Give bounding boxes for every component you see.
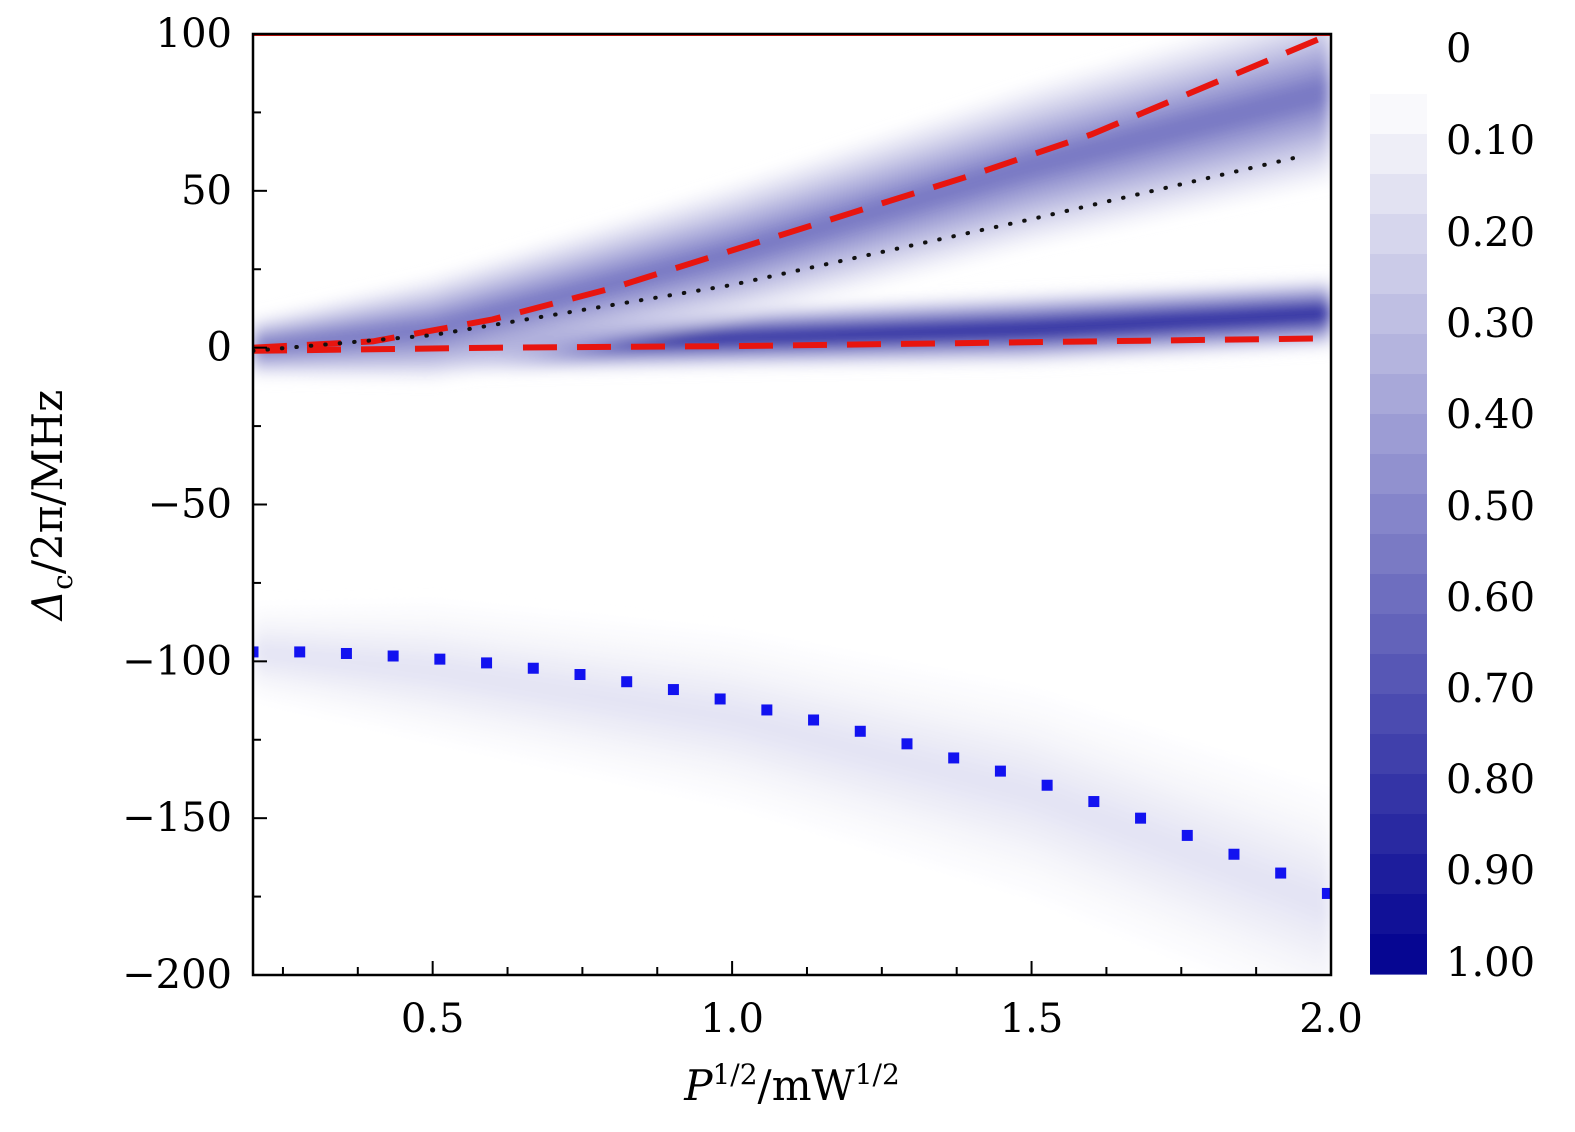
- colorbar-step: [1370, 694, 1427, 735]
- data-point: [1181, 829, 1193, 841]
- x-axis: 0.5 1.0 1.5 2.0: [281, 961, 1363, 1042]
- series-black-dotted-3: [253, 154, 1304, 353]
- heatmap: [253, 34, 1331, 975]
- colorbar-label: 0.80: [1446, 757, 1535, 803]
- colorbar-label: 0.60: [1446, 575, 1535, 621]
- colorbar: 0 0.10 0.20 0.30 0.40 0.50 0.60 0.70 0.80 0.90 1.0…: [1370, 26, 1535, 986]
- heatmap-cell: [253, 629, 1331, 963]
- data-point: [621, 676, 633, 688]
- colorbar-step: [1370, 494, 1427, 535]
- heatmap-band-upper-branch: [253, 34, 1331, 380]
- colorbar-label: 0.70: [1446, 666, 1535, 712]
- colorbar-step: [1370, 934, 1427, 975]
- colorbar-label: 0.50: [1446, 484, 1535, 530]
- colorbar-step: [1370, 134, 1427, 175]
- colorbar-step: [1370, 414, 1427, 455]
- y-tick-label: −150: [122, 795, 232, 841]
- data-point: [340, 647, 352, 659]
- colorbar-label: 0.20: [1446, 210, 1535, 256]
- series-red-dashed-1: [253, 34, 1331, 351]
- data-point: [854, 725, 866, 737]
- colorbar-label: 0.30: [1446, 301, 1535, 347]
- series-layer: [253, 34, 1331, 899]
- colorbar-step: [1370, 254, 1427, 295]
- data-point: [294, 646, 306, 658]
- data-point: [1321, 887, 1331, 899]
- y-tick-label: −100: [122, 638, 232, 684]
- y-tick-label: −200: [122, 952, 232, 998]
- heatmap-band-lower-branch: [253, 603, 1331, 975]
- heatmap-cell: [253, 644, 1331, 925]
- x-axis-title: P1/2/mW1/2: [683, 1058, 900, 1110]
- y-tick-label: 100: [156, 11, 232, 57]
- data-point: [481, 657, 493, 669]
- colorbar-label: 0: [1446, 26, 1471, 72]
- data-point: [667, 684, 679, 696]
- data-point: [387, 650, 399, 662]
- data-point: [1041, 779, 1053, 791]
- colorbar-label: 0.40: [1446, 392, 1535, 438]
- x-tick-label: 1.0: [700, 996, 764, 1042]
- data-point: [714, 693, 726, 705]
- heatmap-cell: [253, 45, 1331, 362]
- data-point: [808, 714, 820, 726]
- colorbar-step: [1370, 814, 1427, 855]
- colorbar-step: [1370, 294, 1427, 335]
- data-point: [527, 662, 539, 674]
- data-point: [434, 653, 446, 665]
- x-tick-label: 0.5: [401, 996, 465, 1042]
- data-point: [574, 669, 586, 681]
- y-tick-label: 50: [181, 168, 232, 214]
- colorbar-step: [1370, 574, 1427, 615]
- colorbar-step: [1370, 174, 1427, 215]
- series-red-dashed-2: [253, 335, 1331, 354]
- data-point: [253, 646, 259, 658]
- series-blue-squares: [253, 646, 1331, 899]
- heatmap-cell: [253, 60, 1331, 358]
- data-point: [1135, 812, 1147, 824]
- data-point: [901, 738, 913, 750]
- y-tick-label: 0: [207, 325, 232, 371]
- colorbar-step: [1370, 534, 1427, 575]
- colorbar-step: [1370, 734, 1427, 775]
- colorbar-step: [1370, 454, 1427, 495]
- y-tick-label: −50: [148, 482, 232, 528]
- colorbar-step: [1370, 94, 1427, 135]
- colorbar-step: [1370, 894, 1427, 935]
- colorbar-step: [1370, 654, 1427, 695]
- colorbar-step: [1370, 374, 1427, 415]
- data-point: [1088, 796, 1100, 808]
- colorbar-label: 1.00: [1446, 940, 1535, 986]
- x-tick-label: 2.0: [1299, 996, 1363, 1042]
- data-point: [761, 704, 773, 716]
- data-point: [1275, 867, 1287, 879]
- colorbar-step: [1370, 214, 1427, 255]
- colorbar-step: [1370, 774, 1427, 815]
- colorbar-step: [1370, 614, 1427, 655]
- data-point: [1228, 848, 1240, 860]
- colorbar-step: [1370, 334, 1427, 375]
- x-tick-label: 1.5: [1000, 996, 1064, 1042]
- y-axis: 100 50 0 −50 −100 −150 −200: [122, 11, 267, 998]
- data-point: [948, 752, 960, 764]
- colorbar-label: 0.90: [1446, 848, 1535, 894]
- colorbar-step: [1370, 854, 1427, 895]
- y-axis-title: Δc/2π/MHz: [23, 390, 79, 622]
- data-point: [994, 765, 1006, 777]
- colorbar-label: 0.10: [1446, 118, 1535, 164]
